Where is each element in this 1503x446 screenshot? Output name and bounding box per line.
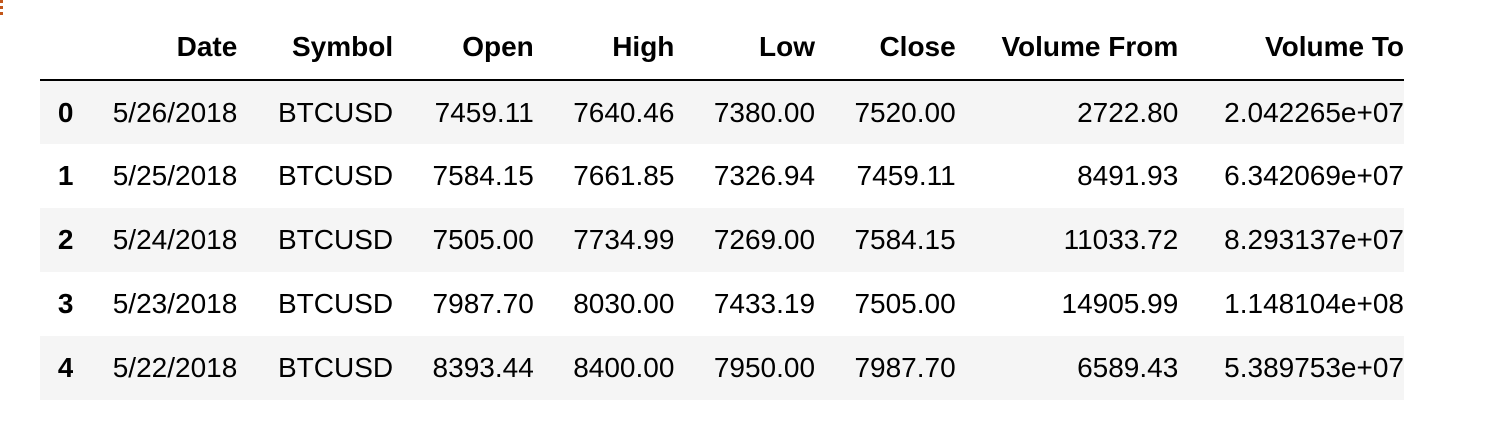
row-index: 0 [57, 96, 74, 128]
table-row: 1 5/25/2018 BTCUSD 7584.15 7661.85 7326.… [40, 144, 1404, 208]
header-symbol: Symbol [237, 12, 394, 81]
cell-symbol: BTCUSD [278, 288, 394, 319]
cell-close: 7987.70 [854, 352, 956, 383]
cell-close: 7584.15 [854, 224, 956, 255]
cell-high: 8400.00 [573, 352, 675, 383]
table-body: 0 5/26/2018 BTCUSD 7459.11 7640.46 7380.… [40, 80, 1404, 400]
row-index: 1 [57, 160, 74, 191]
cell-indicator-mark [0, 0, 3, 16]
table-row: 4 5/22/2018 BTCUSD 8393.44 8400.00 7950.… [40, 336, 1404, 400]
cell-high: 7734.99 [573, 224, 675, 255]
cell-date: 5/22/2018 [112, 352, 238, 383]
cell-volume-from: 2722.80 [1077, 96, 1179, 128]
cell-high: 7661.85 [573, 160, 675, 191]
header-index [40, 12, 74, 81]
cell-symbol: BTCUSD [278, 96, 394, 128]
cell-volume-from: 8491.93 [1077, 160, 1179, 191]
cell-volume-from: 6589.43 [1077, 352, 1179, 383]
header-open: Open [393, 12, 534, 81]
header-high: High [533, 12, 675, 81]
row-index: 2 [57, 224, 74, 255]
cell-low: 7326.94 [713, 160, 816, 191]
table-header: Date Symbol Open High Low Close Volume F… [40, 12, 1404, 81]
cell-low: 7433.19 [713, 288, 816, 319]
cell-volume-to: 5.389753e+07 [1224, 352, 1404, 383]
cell-volume-from: 11033.72 [1063, 224, 1179, 255]
cell-volume-to: 8.293137e+07 [1224, 224, 1404, 255]
dataframe-output: Date Symbol Open High Low Close Volume F… [40, 12, 1404, 400]
table-row: 2 5/24/2018 BTCUSD 7505.00 7734.99 7269.… [40, 208, 1404, 272]
cell-volume-to: 1.148104e+08 [1224, 288, 1404, 319]
cell-date: 5/25/2018 [112, 160, 238, 191]
header-volume-to: Volume To [1178, 12, 1404, 81]
cell-open: 7459.11 [434, 96, 534, 128]
cell-open: 7505.00 [432, 224, 534, 255]
row-index: 4 [57, 352, 74, 383]
cell-symbol: BTCUSD [278, 352, 394, 383]
row-index: 3 [57, 288, 74, 319]
cell-open: 7584.15 [432, 160, 534, 191]
cell-close: 7459.11 [856, 160, 956, 191]
cell-high: 7640.46 [573, 96, 675, 128]
table-row: 3 5/23/2018 BTCUSD 7987.70 8030.00 7433.… [40, 272, 1404, 336]
cell-low: 7269.00 [713, 224, 816, 255]
header-volume-from: Volume From [955, 12, 1179, 81]
dataframe-table: Date Symbol Open High Low Close Volume F… [40, 12, 1404, 400]
cell-symbol: BTCUSD [278, 160, 394, 191]
header-row: Date Symbol Open High Low Close Volume F… [40, 12, 1404, 81]
cell-high: 8030.00 [573, 288, 675, 319]
cell-volume-to: 2.042265e+07 [1224, 96, 1404, 128]
cell-volume-to: 6.342069e+07 [1224, 160, 1404, 191]
cell-low: 7950.00 [713, 352, 816, 383]
cell-date: 5/24/2018 [112, 224, 238, 255]
cell-low: 7380.00 [713, 96, 816, 128]
cell-close: 7505.00 [854, 288, 956, 319]
cell-date: 5/23/2018 [112, 288, 238, 319]
table-row: 0 5/26/2018 BTCUSD 7459.11 7640.46 7380.… [40, 80, 1404, 144]
cell-open: 7987.70 [432, 288, 534, 319]
cell-date: 5/26/2018 [112, 96, 238, 128]
cell-volume-from: 14905.99 [1061, 288, 1179, 319]
header-low: Low [674, 12, 816, 81]
header-close: Close [815, 12, 956, 81]
header-date: Date [73, 12, 238, 81]
cell-symbol: BTCUSD [278, 224, 394, 255]
cell-open: 8393.44 [432, 352, 534, 383]
cell-close: 7520.00 [854, 96, 956, 128]
